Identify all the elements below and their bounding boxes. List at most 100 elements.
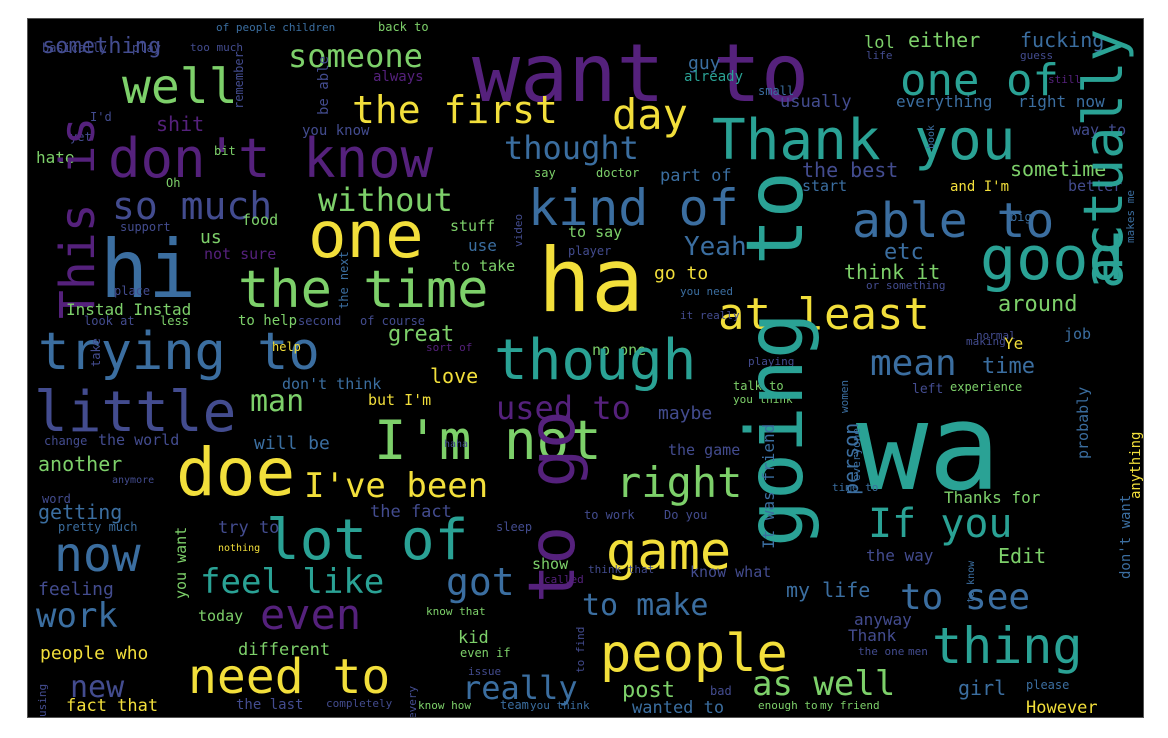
word-and-i-m: and I'm <box>950 179 1009 195</box>
word-show: show <box>532 555 569 573</box>
word-back-to: back to <box>378 20 429 34</box>
word-day: day <box>612 90 688 139</box>
word-already: already <box>684 69 743 85</box>
word-know-what: know what <box>690 563 771 581</box>
word-wa: wa <box>856 379 1001 518</box>
word-nothing: nothing <box>218 543 260 554</box>
word-of-course: of course <box>360 314 425 328</box>
word-able-to: able to <box>852 193 1054 249</box>
word-not-sure: not sure <box>204 245 276 263</box>
word-getting: getting <box>38 500 122 524</box>
word-sort-of: sort of <box>426 341 472 354</box>
word-work: work <box>36 596 118 636</box>
word-edit: Edit <box>998 544 1046 568</box>
word-probably: probably <box>1074 387 1092 459</box>
word-my-friend: my friend <box>820 699 880 712</box>
word-remember: remember <box>232 51 246 109</box>
word-kid: kid <box>458 628 489 648</box>
word-the-world: the world <box>98 431 179 449</box>
word-think-it: think it <box>844 260 940 284</box>
word-sleep: sleep <box>496 520 532 534</box>
word-place: place <box>114 284 150 298</box>
word-people-who: people who <box>40 643 148 664</box>
word-go-to: go to <box>654 263 708 284</box>
word-post: post <box>622 678 675 703</box>
word-today: today <box>198 607 243 625</box>
word-now: now <box>54 527 141 583</box>
word-please: please <box>1026 678 1069 692</box>
word-to-work: to work <box>584 508 635 522</box>
word-the-first: the first <box>352 88 558 132</box>
word-trying-to: trying to <box>38 322 320 382</box>
word-to-help: to help <box>238 313 297 329</box>
word-completely: completely <box>326 697 393 710</box>
word-know-that: know that <box>426 605 486 618</box>
word-called: called <box>544 573 584 586</box>
word-different: different <box>238 640 330 660</box>
word-word: word <box>42 492 71 506</box>
word-if-you: If you <box>868 501 1013 547</box>
word-play: play <box>132 41 161 55</box>
word-anymore: anymore <box>112 475 154 486</box>
word-good: good <box>980 224 1125 294</box>
word-playing: playing <box>748 355 794 368</box>
word-love: love <box>430 364 478 388</box>
word-normal: normal <box>976 329 1016 342</box>
word-haha: haha <box>444 439 468 450</box>
word-maybe: maybe <box>658 403 712 424</box>
word-issue: issue <box>468 665 501 678</box>
word-making: making <box>966 335 1006 348</box>
word-everything: everything <box>896 92 992 111</box>
word-fact-that: fact that <box>66 696 158 716</box>
word-right: right <box>616 458 742 507</box>
word-going-to: going to <box>731 171 821 547</box>
word-you-need: you need <box>680 285 733 298</box>
word-the-one: the one <box>858 645 904 658</box>
word-hi: hi <box>100 223 196 316</box>
word-look-at: look at <box>84 314 135 328</box>
word-etc: etc <box>884 240 924 265</box>
word-pretty-much: pretty much <box>58 520 137 534</box>
word-another: another <box>38 452 122 476</box>
word-you-want: you want <box>172 527 190 599</box>
word-bit: bit <box>214 144 236 158</box>
word-don-t-think: don't think <box>282 375 381 393</box>
word-the-way: the way <box>866 546 934 565</box>
word-one-of: one of <box>900 55 1059 106</box>
word-don-t-know: don't know <box>108 127 434 190</box>
word-the-fact: the fact <box>370 502 452 522</box>
word-right-now: right now <box>1018 92 1105 111</box>
word-no-one: no one <box>592 341 646 359</box>
word-too-much: too much <box>190 41 243 54</box>
word-help: help <box>272 340 301 354</box>
word-thank: Thank <box>848 626 897 645</box>
word-to-see: to see <box>900 577 1030 618</box>
word-experience: experience <box>950 380 1022 394</box>
word-got: got <box>446 560 515 604</box>
word-use: use <box>468 236 497 255</box>
wordcloud-frame: something of people children back to basica… <box>27 18 1144 718</box>
word-instad-instad: Instad Instad <box>66 300 191 319</box>
word-you-think: you think <box>530 699 590 712</box>
word-thing: thing <box>932 617 1083 675</box>
wordcloud-background <box>28 19 1143 717</box>
word-using: using <box>36 684 49 717</box>
word-though: though <box>494 328 696 393</box>
word-time: time <box>982 354 1035 379</box>
word-us: us <box>200 227 222 248</box>
word-to-know: to know <box>966 560 977 603</box>
word-player: player <box>568 244 611 258</box>
word-anyway: anyway <box>854 610 912 629</box>
word-even: even <box>260 590 361 639</box>
word-be-able: be able <box>316 56 332 115</box>
word-thought: thought <box>504 129 639 167</box>
word-will-be: will be <box>254 433 330 454</box>
word-bad: bad <box>710 684 732 698</box>
word-left: left <box>912 382 943 397</box>
word-to-find: to find <box>574 627 587 673</box>
word-women: women <box>838 380 851 413</box>
word-don-t-want: don't want <box>1118 495 1134 579</box>
word-but-i-m: but I'm <box>368 391 431 409</box>
word-yet: yet <box>70 130 92 144</box>
word-guy: guy <box>688 53 721 74</box>
